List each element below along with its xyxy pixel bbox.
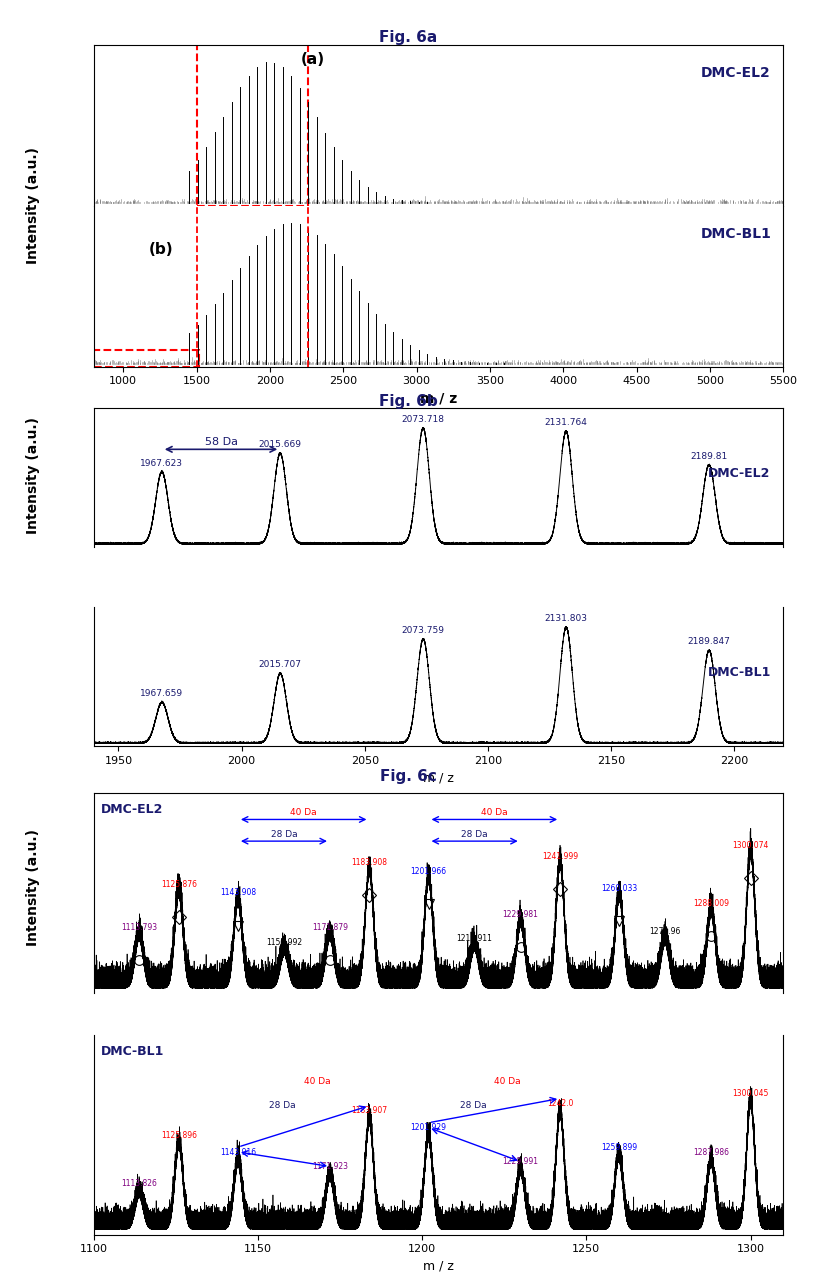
Text: 2189.847: 2189.847 [688,638,730,647]
Text: DMC-EL2: DMC-EL2 [707,467,769,480]
Text: 1113.826: 1113.826 [122,1179,157,1188]
Text: Fig. 6b: Fig. 6b [379,394,437,409]
Text: 1241.999: 1241.999 [542,851,579,860]
Text: 1242.0: 1242.0 [547,1100,574,1109]
Text: 1171.879: 1171.879 [312,923,348,932]
Text: (b): (b) [149,242,174,257]
Text: 28 Da: 28 Da [269,1101,296,1110]
Text: DMC-BL1: DMC-BL1 [707,666,771,679]
Text: 40 Da: 40 Da [304,1076,330,1085]
Text: 1143.908: 1143.908 [220,889,256,898]
Text: 1287.986: 1287.986 [693,1148,729,1157]
Text: 1288.009: 1288.009 [693,899,730,908]
Text: 2131.764: 2131.764 [544,418,588,427]
Text: DMC-BL1: DMC-BL1 [701,226,771,240]
Text: 1157.992: 1157.992 [266,939,302,948]
Text: 1215.911: 1215.911 [456,934,492,943]
Text: 1183.908: 1183.908 [352,858,388,867]
Bar [197,42,308,206]
Text: DMC-EL2: DMC-EL2 [100,804,163,817]
Text: 1259.899: 1259.899 [601,1143,637,1152]
Text: 1300.074: 1300.074 [733,841,769,850]
Text: 2015.669: 2015.669 [259,440,302,449]
Text: DMC-BL1: DMC-BL1 [100,1046,164,1058]
Text: 1125.896: 1125.896 [161,1130,197,1139]
Text: Intensity (a.u.): Intensity (a.u.) [25,418,40,534]
Text: Fig. 6c: Fig. 6c [379,769,437,784]
Text: 1967.623: 1967.623 [140,459,184,468]
Text: 58 Da: 58 Da [205,437,237,448]
X-axis label: m / z: m / z [424,1260,454,1273]
Text: 1967.659: 1967.659 [140,689,184,698]
X-axis label: m / z: m / z [424,772,454,784]
Text: 1201.929: 1201.929 [410,1124,446,1133]
X-axis label: m / z: m / z [420,392,457,406]
Text: 2073.759: 2073.759 [401,626,445,635]
Text: Intensity (a.u.): Intensity (a.u.) [25,148,40,264]
Text: (a): (a) [301,53,325,67]
Text: 1260.033: 1260.033 [601,885,637,892]
Text: 1143.916: 1143.916 [220,1148,256,1157]
Text: 2073.718: 2073.718 [401,415,445,424]
Text: 1273.96: 1273.96 [650,927,681,936]
Text: 1300.045: 1300.045 [733,1089,769,1098]
Text: DMC-EL2: DMC-EL2 [701,66,770,80]
Text: 40 Da: 40 Da [290,808,317,817]
Text: 2189.81: 2189.81 [690,451,728,460]
Text: 28 Da: 28 Da [271,829,297,838]
Bar [94,350,199,367]
Text: 28 Da: 28 Da [459,1101,486,1110]
Text: 1229.981: 1229.981 [503,910,539,919]
Text: 2015.707: 2015.707 [259,661,302,670]
Text: 1113.793: 1113.793 [121,923,157,932]
Text: 1125.876: 1125.876 [161,880,197,889]
Text: 28 Da: 28 Da [461,829,488,838]
Text: 40 Da: 40 Da [481,808,508,817]
Text: Intensity (a.u.): Intensity (a.u.) [25,829,40,945]
Text: 1201.966: 1201.966 [410,867,446,876]
Text: 2131.803: 2131.803 [544,615,588,624]
Text: 1171.923: 1171.923 [312,1163,348,1172]
Text: 40 Da: 40 Da [494,1076,521,1085]
Text: Fig. 6a: Fig. 6a [379,30,437,45]
Text: 1229.991: 1229.991 [503,1157,539,1166]
Text: 1183.907: 1183.907 [351,1106,388,1115]
